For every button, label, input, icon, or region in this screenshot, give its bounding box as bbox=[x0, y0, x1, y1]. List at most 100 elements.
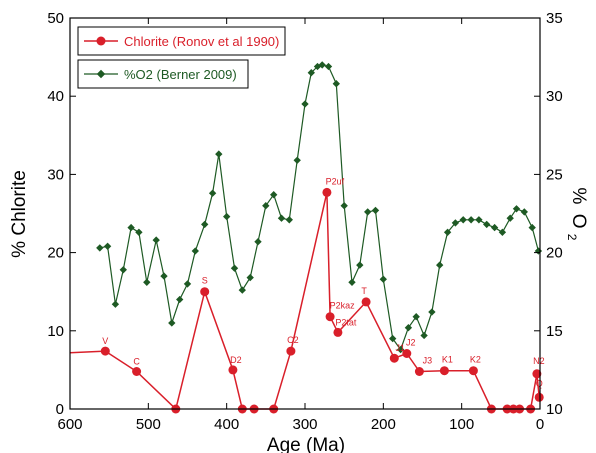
o2-point-10 bbox=[176, 295, 184, 304]
y-right-tick-label-1: 15 bbox=[546, 323, 563, 340]
chlorite-label-j2: J2 bbox=[406, 338, 416, 348]
chlorite-label-c2: C2 bbox=[287, 335, 299, 345]
o2-point-8 bbox=[160, 272, 168, 280]
x-tick-label-3: 300 bbox=[292, 416, 317, 433]
x-tick-label-5: 100 bbox=[449, 416, 474, 433]
x-tick-label-6: 0 bbox=[536, 416, 544, 433]
legend-chlorite: Chlorite (Ronov et al 1990) bbox=[77, 26, 286, 56]
x-tick-label-4: 200 bbox=[371, 416, 396, 433]
legend-chlorite-marker bbox=[96, 36, 106, 46]
chlorite-label-s: S bbox=[202, 276, 208, 286]
chlorite-point-2 bbox=[132, 367, 142, 376]
chlorite-point-18 bbox=[468, 366, 478, 376]
chlorite-label-k1: K1 bbox=[442, 355, 453, 365]
legend-chlorite-label: Chlorite (Ronov et al 1990) bbox=[124, 34, 279, 49]
chlorite-label-p2tat: P2tat bbox=[335, 317, 357, 327]
chlorite-point-13 bbox=[361, 297, 371, 307]
o2-point-34 bbox=[356, 261, 364, 269]
o2-point-40 bbox=[404, 324, 413, 332]
chlorite-label-p2kaz: P2kaz bbox=[330, 301, 356, 311]
o2-point-47 bbox=[459, 216, 467, 224]
chlorite-point-1 bbox=[100, 346, 110, 356]
o2-point-43 bbox=[428, 308, 436, 316]
svg-text:% O 2: % O 2 bbox=[565, 188, 589, 241]
y-left-tick-label-5: 50 bbox=[47, 10, 64, 27]
o2-point-29 bbox=[318, 61, 326, 69]
chlorite-point-17 bbox=[439, 366, 449, 376]
o2-point-18 bbox=[238, 286, 246, 294]
chlorite-label-j3: J3 bbox=[423, 356, 433, 366]
o2-point-37 bbox=[379, 275, 387, 283]
left-axis-title: % Chlorite bbox=[9, 170, 30, 258]
right-axis-title: % O 2 bbox=[565, 188, 589, 241]
o2-point-4 bbox=[127, 223, 135, 232]
chlorite-label-p2uf: P2uf bbox=[326, 176, 345, 186]
y-left-tick-label-2: 20 bbox=[47, 245, 64, 262]
o2-point-51 bbox=[490, 223, 499, 232]
x-axis-title: Age (Ma) bbox=[267, 435, 345, 453]
y-right-tick-label-2: 20 bbox=[546, 245, 563, 262]
chlorite-label-k2: K2 bbox=[470, 355, 481, 365]
x-tick-label-2: 400 bbox=[214, 416, 239, 433]
o2-point-39 bbox=[396, 345, 405, 354]
chlorite-label-q: Q bbox=[536, 378, 543, 388]
chlorite-point-12 bbox=[333, 327, 343, 337]
o2-point-11 bbox=[183, 280, 192, 288]
o2-point-45 bbox=[443, 228, 452, 236]
o2-point-9 bbox=[168, 319, 176, 327]
chlorite-point-11 bbox=[325, 312, 335, 322]
right-axis-title-main: O bbox=[568, 214, 589, 229]
o2-point-15 bbox=[215, 150, 223, 158]
o2-series bbox=[96, 61, 543, 354]
o2-point-17 bbox=[230, 264, 239, 272]
axis-ticks: 600 500 400 300 200 100 0010203040501015202530… bbox=[47, 10, 562, 433]
chlorite-point-24 bbox=[532, 369, 542, 379]
o2-point-56 bbox=[528, 223, 536, 232]
o2-point-49 bbox=[475, 216, 483, 224]
chlorite-label-n2: N2 bbox=[533, 356, 545, 366]
chlorite-point-10 bbox=[322, 187, 332, 197]
o2-point-54 bbox=[512, 205, 521, 213]
o2-point-1 bbox=[103, 242, 112, 250]
legend-o2-marker bbox=[96, 69, 106, 79]
y-left-tick-label-4: 40 bbox=[47, 88, 64, 105]
chlorite-label-j1: J1 bbox=[396, 343, 406, 353]
chlorite-label-c: C bbox=[133, 357, 140, 367]
o2-point-12 bbox=[191, 247, 199, 255]
chlorite-label-v: V bbox=[102, 336, 108, 346]
legend-o2-label: %O2 (Berner 2009) bbox=[124, 67, 237, 82]
chlorite-point-9 bbox=[286, 346, 296, 356]
o2-point-33 bbox=[348, 278, 356, 286]
o2-point-41 bbox=[412, 313, 420, 321]
chlorite-point-4 bbox=[200, 287, 210, 297]
o2-point-38 bbox=[389, 334, 397, 343]
o2-point-52 bbox=[498, 228, 507, 236]
o2-point-2 bbox=[111, 300, 120, 308]
o2-point-44 bbox=[436, 261, 444, 269]
chlorite-point-14 bbox=[389, 353, 399, 363]
y-right-tick-label-0: 10 bbox=[546, 401, 563, 418]
o2-point-30 bbox=[324, 62, 333, 71]
y-right-tick-label-4: 30 bbox=[546, 88, 563, 105]
o2-point-19 bbox=[246, 273, 254, 282]
chlorite-point-25 bbox=[534, 392, 544, 402]
o2-point-25 bbox=[293, 156, 301, 164]
o2-point-42 bbox=[420, 331, 428, 340]
right-axis-title-subscript: 2 bbox=[565, 234, 579, 241]
y-right-tick-label-5: 35 bbox=[546, 10, 563, 27]
right-axis-title-prefix: % bbox=[568, 188, 589, 205]
y-left-tick-label-0: 0 bbox=[56, 401, 64, 418]
legend-o2: %O2 (Berner 2009) bbox=[77, 59, 249, 89]
o2-point-26 bbox=[301, 100, 309, 108]
chlorite-label-t: T bbox=[361, 286, 367, 296]
chlorite-point-5 bbox=[228, 365, 238, 375]
y-left-tick-label-1: 10 bbox=[47, 323, 64, 340]
y-right-tick-label-3: 25 bbox=[546, 166, 563, 183]
o2-point-13 bbox=[201, 220, 209, 229]
chlorite-label-d2: D2 bbox=[230, 355, 242, 365]
x-tick-label-1: 500 bbox=[136, 416, 161, 433]
o2-point-48 bbox=[467, 216, 475, 224]
y-left-tick-label-3: 30 bbox=[47, 166, 64, 183]
